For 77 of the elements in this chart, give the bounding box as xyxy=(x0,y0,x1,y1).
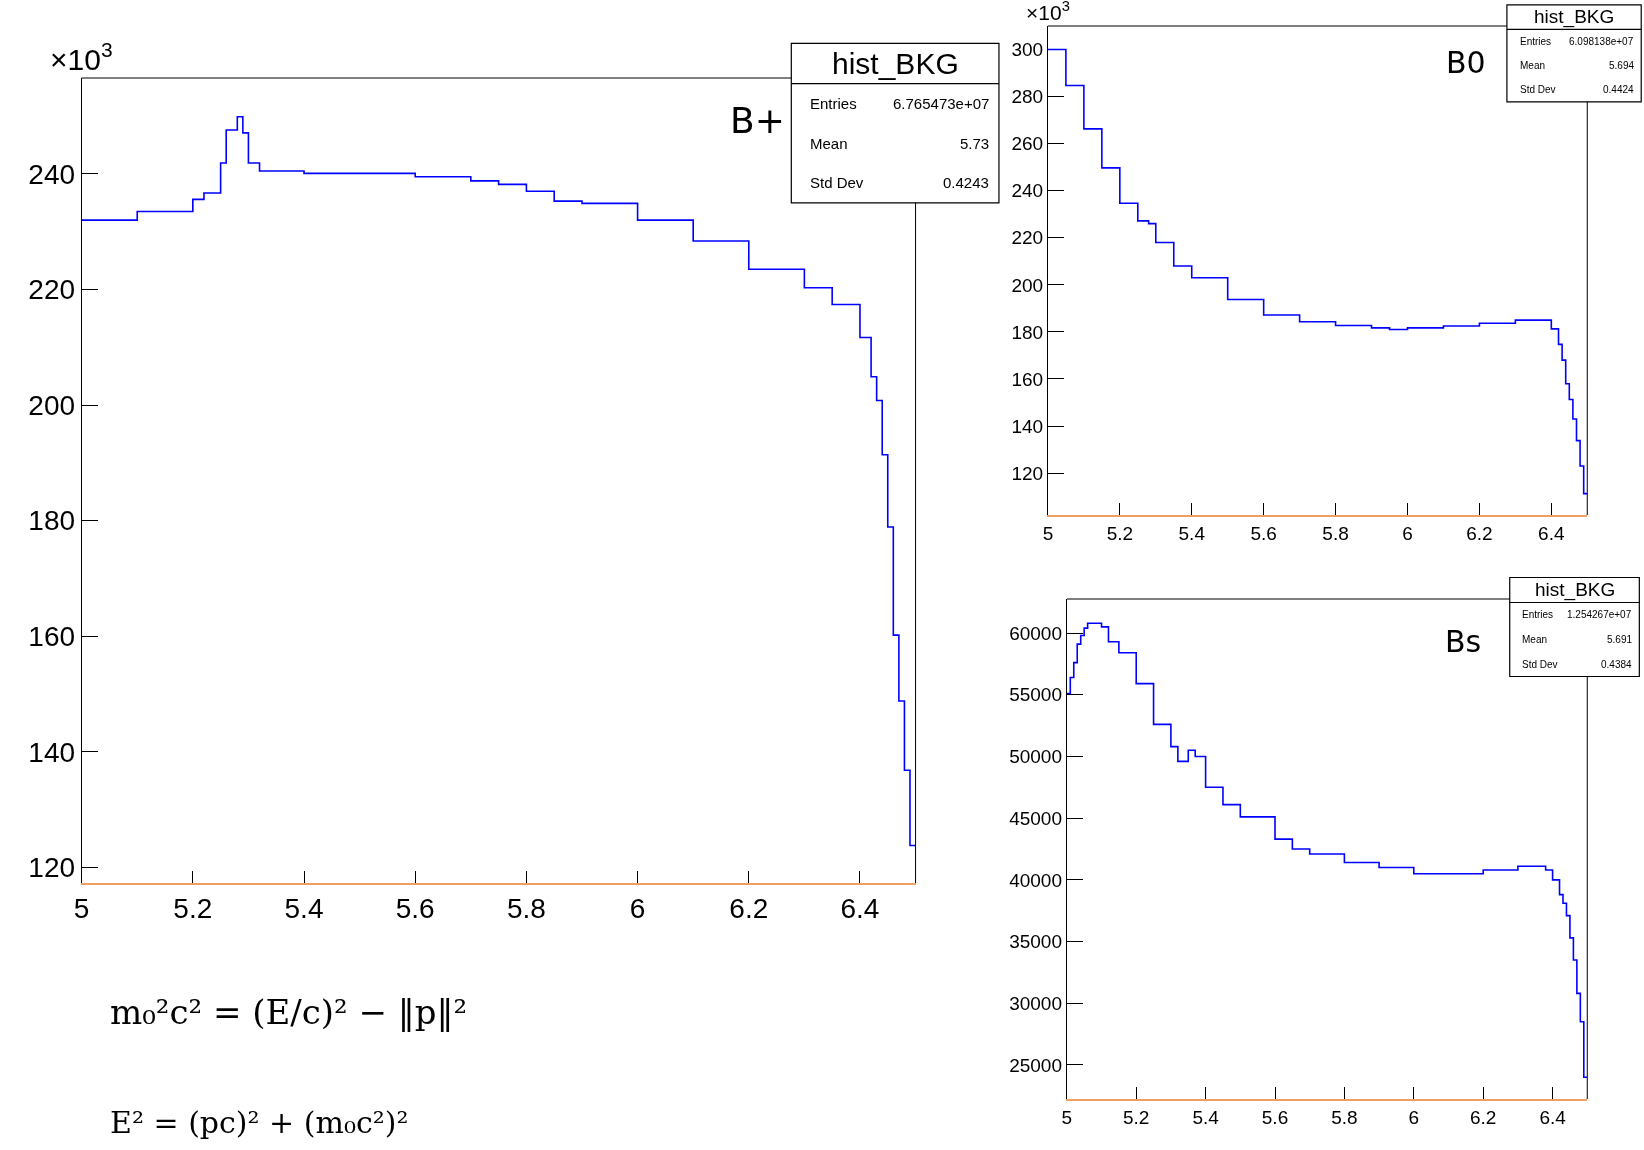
x-tick-label: 5.4 xyxy=(1178,522,1206,544)
annotation: Bs xyxy=(1445,624,1482,659)
annotation: Mean xyxy=(810,135,848,152)
x-tick-label: 5 xyxy=(1042,522,1054,544)
annotation: Std Dev xyxy=(1522,659,1558,670)
x-tick-label: 5.6 xyxy=(1261,1106,1289,1128)
x-tick-label: 5.8 xyxy=(506,893,546,925)
x-tick-label: 5.4 xyxy=(1192,1106,1220,1128)
x-tick-label: 6 xyxy=(629,893,646,925)
y-tick-label: 60000 xyxy=(1009,622,1063,644)
y-tick-label: 300 xyxy=(1011,39,1044,61)
x-tick-label: 5.4 xyxy=(284,893,324,925)
y-tick-label: 260 xyxy=(1011,133,1044,155)
y-tick-label: 140 xyxy=(28,736,76,768)
y-tick-label: 220 xyxy=(1011,227,1044,249)
y-tick-label: 25000 xyxy=(1009,1054,1063,1076)
y-tick-label: 30000 xyxy=(1009,992,1063,1014)
y-tick-label: 160 xyxy=(28,621,76,653)
y-tick-label: 220 xyxy=(28,274,76,306)
y-tick-label: 120 xyxy=(1011,462,1044,484)
annotation: Entries xyxy=(1520,36,1552,47)
x-tick-label: 5 xyxy=(73,893,90,925)
y-axis-title: ×10$^{3}$ xyxy=(1026,0,1070,24)
y-tick-label: 160 xyxy=(1011,368,1044,390)
y-tick-label: 40000 xyxy=(1009,869,1063,891)
y-tick-label: 120 xyxy=(28,852,76,884)
x-tick-label: 5.8 xyxy=(1322,522,1349,544)
annotation: Std Dev xyxy=(810,174,864,191)
annotation: Entries xyxy=(1522,609,1554,620)
x-tick-label: 6.2 xyxy=(729,893,769,925)
text: 0.4424 xyxy=(1603,84,1635,95)
annotation: B+ xyxy=(730,100,785,141)
x-tick-label: 5 xyxy=(1061,1106,1073,1128)
text: m₀²c² = (E/c)² − ‖p‖² xyxy=(110,992,468,1032)
x-tick-label: 6.4 xyxy=(1538,522,1565,544)
text: E² = (pc)² + (m₀c²)² xyxy=(110,1105,409,1140)
x-tick-label: 6.4 xyxy=(840,893,880,925)
text: 0.4243 xyxy=(943,174,989,191)
x-tick-label: 5.2 xyxy=(1123,1106,1150,1128)
y-tick-label: 240 xyxy=(1011,180,1044,202)
text: 5.691 xyxy=(1607,634,1633,645)
x-tick-label: 5.6 xyxy=(1250,522,1277,544)
annotation: 6.098138e+07 xyxy=(1569,36,1634,47)
annotation: Std Dev xyxy=(1520,84,1556,95)
y-tick-label: 55000 xyxy=(1009,684,1063,706)
x-tick-label: 5.6 xyxy=(395,893,435,925)
x-tick-label: 6.2 xyxy=(1466,522,1493,544)
annotation: 6.765473e+07 xyxy=(893,95,990,112)
x-tick-label: 5.8 xyxy=(1331,1106,1358,1128)
annotation: hist_BKG xyxy=(1535,579,1616,601)
x-tick-label: 6.2 xyxy=(1469,1106,1497,1128)
annotation: hist_BKG xyxy=(832,47,959,80)
y-tick-label: 50000 xyxy=(1009,746,1063,768)
x-tick-label: 5.2 xyxy=(1106,522,1134,544)
x-tick-label: 5.2 xyxy=(173,893,213,925)
y-tick-label: 180 xyxy=(1011,321,1044,343)
annotation: Entries xyxy=(810,95,857,112)
text: 5.694 xyxy=(1609,60,1635,71)
y-tick-label: 280 xyxy=(1011,86,1044,108)
y-tick-label: 180 xyxy=(28,505,76,537)
text: 0.4384 xyxy=(1601,659,1633,670)
annotation: hist_BKG xyxy=(1534,6,1615,28)
y-tick-label: 200 xyxy=(28,389,76,421)
x-tick-label: 6.4 xyxy=(1539,1106,1567,1128)
y-tick-label: 35000 xyxy=(1009,931,1063,953)
annotation: 1.254267e+07 xyxy=(1567,609,1632,620)
y-tick-label: 240 xyxy=(28,158,76,190)
annotation: Mean xyxy=(1522,634,1548,645)
annotation: Mean xyxy=(1520,60,1546,71)
y-tick-label: 140 xyxy=(1011,415,1044,437)
y-tick-label: 45000 xyxy=(1009,807,1063,829)
x-tick-label: 6 xyxy=(1402,522,1413,544)
text: 5.73 xyxy=(960,135,990,152)
y-axis-title: ×10$^{3}$ xyxy=(50,38,113,76)
y-tick-label: 200 xyxy=(1011,274,1044,296)
x-tick-label: 6 xyxy=(1408,1106,1420,1128)
annotation: B0 xyxy=(1446,45,1486,80)
